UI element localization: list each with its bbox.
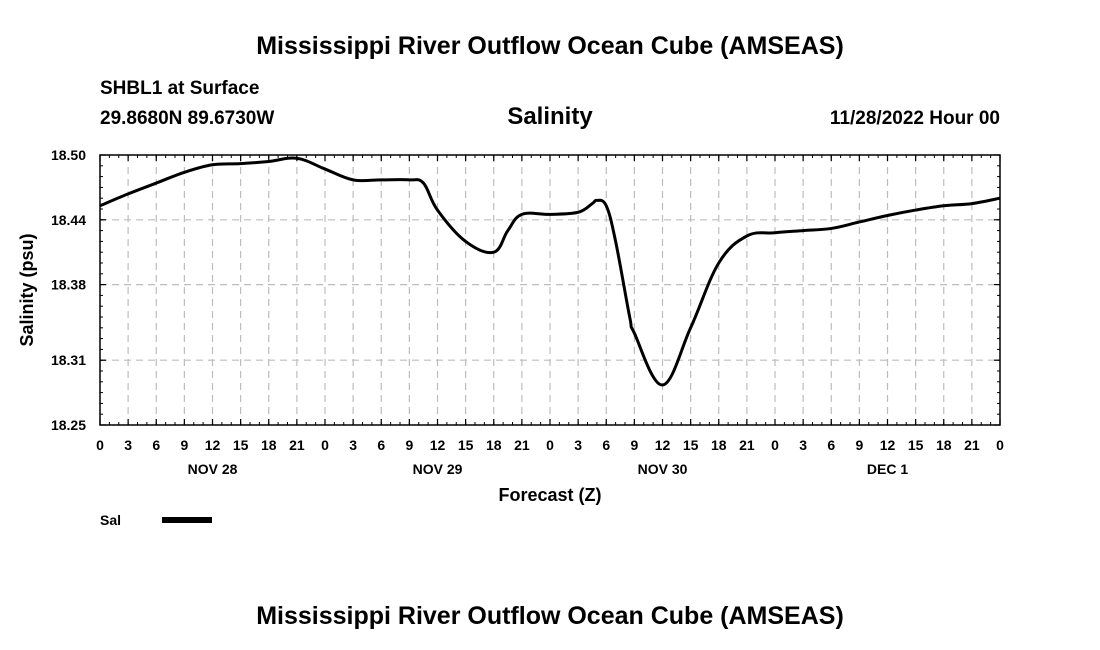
series-line-sal bbox=[99, 156, 1001, 387]
x-tick-label: 12 bbox=[655, 437, 671, 453]
legend-label: Sal bbox=[100, 512, 121, 528]
x-tick-label: 21 bbox=[964, 437, 980, 453]
x-tick-label: 21 bbox=[289, 437, 305, 453]
x-tick-label: 0 bbox=[771, 437, 779, 453]
x-tick-label: 18 bbox=[711, 437, 727, 453]
y-tick-label: 18.38 bbox=[51, 277, 86, 293]
x-tick-label: 6 bbox=[602, 437, 610, 453]
x-tick-label: 9 bbox=[405, 437, 413, 453]
x-tick-label: 3 bbox=[124, 437, 132, 453]
series-layer bbox=[99, 156, 1001, 387]
x-tick-label: 9 bbox=[630, 437, 638, 453]
plot-frame bbox=[99, 154, 1001, 426]
x-tick-label: 15 bbox=[458, 437, 474, 453]
x-tick-label: 12 bbox=[880, 437, 896, 453]
x-tick-label: 9 bbox=[180, 437, 188, 453]
station-label: SHBL1 at Surface bbox=[100, 78, 259, 99]
day-label: NOV 29 bbox=[413, 461, 463, 477]
x-tick-label: 6 bbox=[152, 437, 160, 453]
x-tick-label: 0 bbox=[321, 437, 329, 453]
x-tick-label: 18 bbox=[936, 437, 952, 453]
y-tick-labels: 18.50 18.44 18.38 18.31 18.25 bbox=[51, 147, 86, 433]
chart-main-title: Mississippi River Outflow Ocean Cube (AM… bbox=[256, 32, 844, 60]
x-tick-label: 3 bbox=[799, 437, 807, 453]
x-axis-label: Forecast (Z) bbox=[498, 485, 601, 505]
x-tick-label: 3 bbox=[349, 437, 357, 453]
x-tick-label: 6 bbox=[377, 437, 385, 453]
x-tick-label: 21 bbox=[514, 437, 530, 453]
day-labels: NOV 28 NOV 29 NOV 30 DEC 1 bbox=[188, 461, 909, 477]
x-tick-label: 12 bbox=[205, 437, 221, 453]
legend: Sal bbox=[100, 512, 212, 528]
x-tick-label: 3 bbox=[574, 437, 582, 453]
y-axis-label: Salinity (psu) bbox=[17, 233, 37, 346]
x-tick-label: 0 bbox=[96, 437, 104, 453]
y-tick-label: 18.50 bbox=[51, 147, 86, 163]
x-tick-label: 18 bbox=[486, 437, 502, 453]
grid-lines bbox=[100, 155, 1000, 425]
x-tick-label: 9 bbox=[855, 437, 863, 453]
y-tick-label: 18.25 bbox=[51, 417, 86, 433]
day-label: NOV 28 bbox=[188, 461, 238, 477]
x-tick-label: 15 bbox=[683, 437, 699, 453]
x-tick-labels: 0 3 6 9 12 15 18 21 0 3 6 9 12 15 18 21 0 3 6 9 12 15 18 21 0 3 6 9… bbox=[96, 437, 1004, 453]
day-label: DEC 1 bbox=[867, 461, 908, 477]
y-tick-label: 18.44 bbox=[51, 212, 86, 228]
x-tick-label: 12 bbox=[430, 437, 446, 453]
forecast-datetime: 11/28/2022 Hour 00 bbox=[830, 108, 1000, 129]
station-coordinates: 29.8680N 89.6730W bbox=[100, 108, 274, 129]
x-tick-label: 15 bbox=[908, 437, 924, 453]
footer-title: Mississippi River Outflow Ocean Cube (AM… bbox=[256, 602, 844, 630]
variable-title: Salinity bbox=[507, 103, 593, 130]
y-tick-label: 18.31 bbox=[51, 352, 86, 368]
x-tick-label: 18 bbox=[261, 437, 277, 453]
x-tick-label: 6 bbox=[827, 437, 835, 453]
x-tick-label: 0 bbox=[546, 437, 554, 453]
x-tick-label: 0 bbox=[996, 437, 1004, 453]
x-tick-label: 15 bbox=[233, 437, 249, 453]
day-label: NOV 30 bbox=[638, 461, 688, 477]
x-tick-label: 21 bbox=[739, 437, 755, 453]
